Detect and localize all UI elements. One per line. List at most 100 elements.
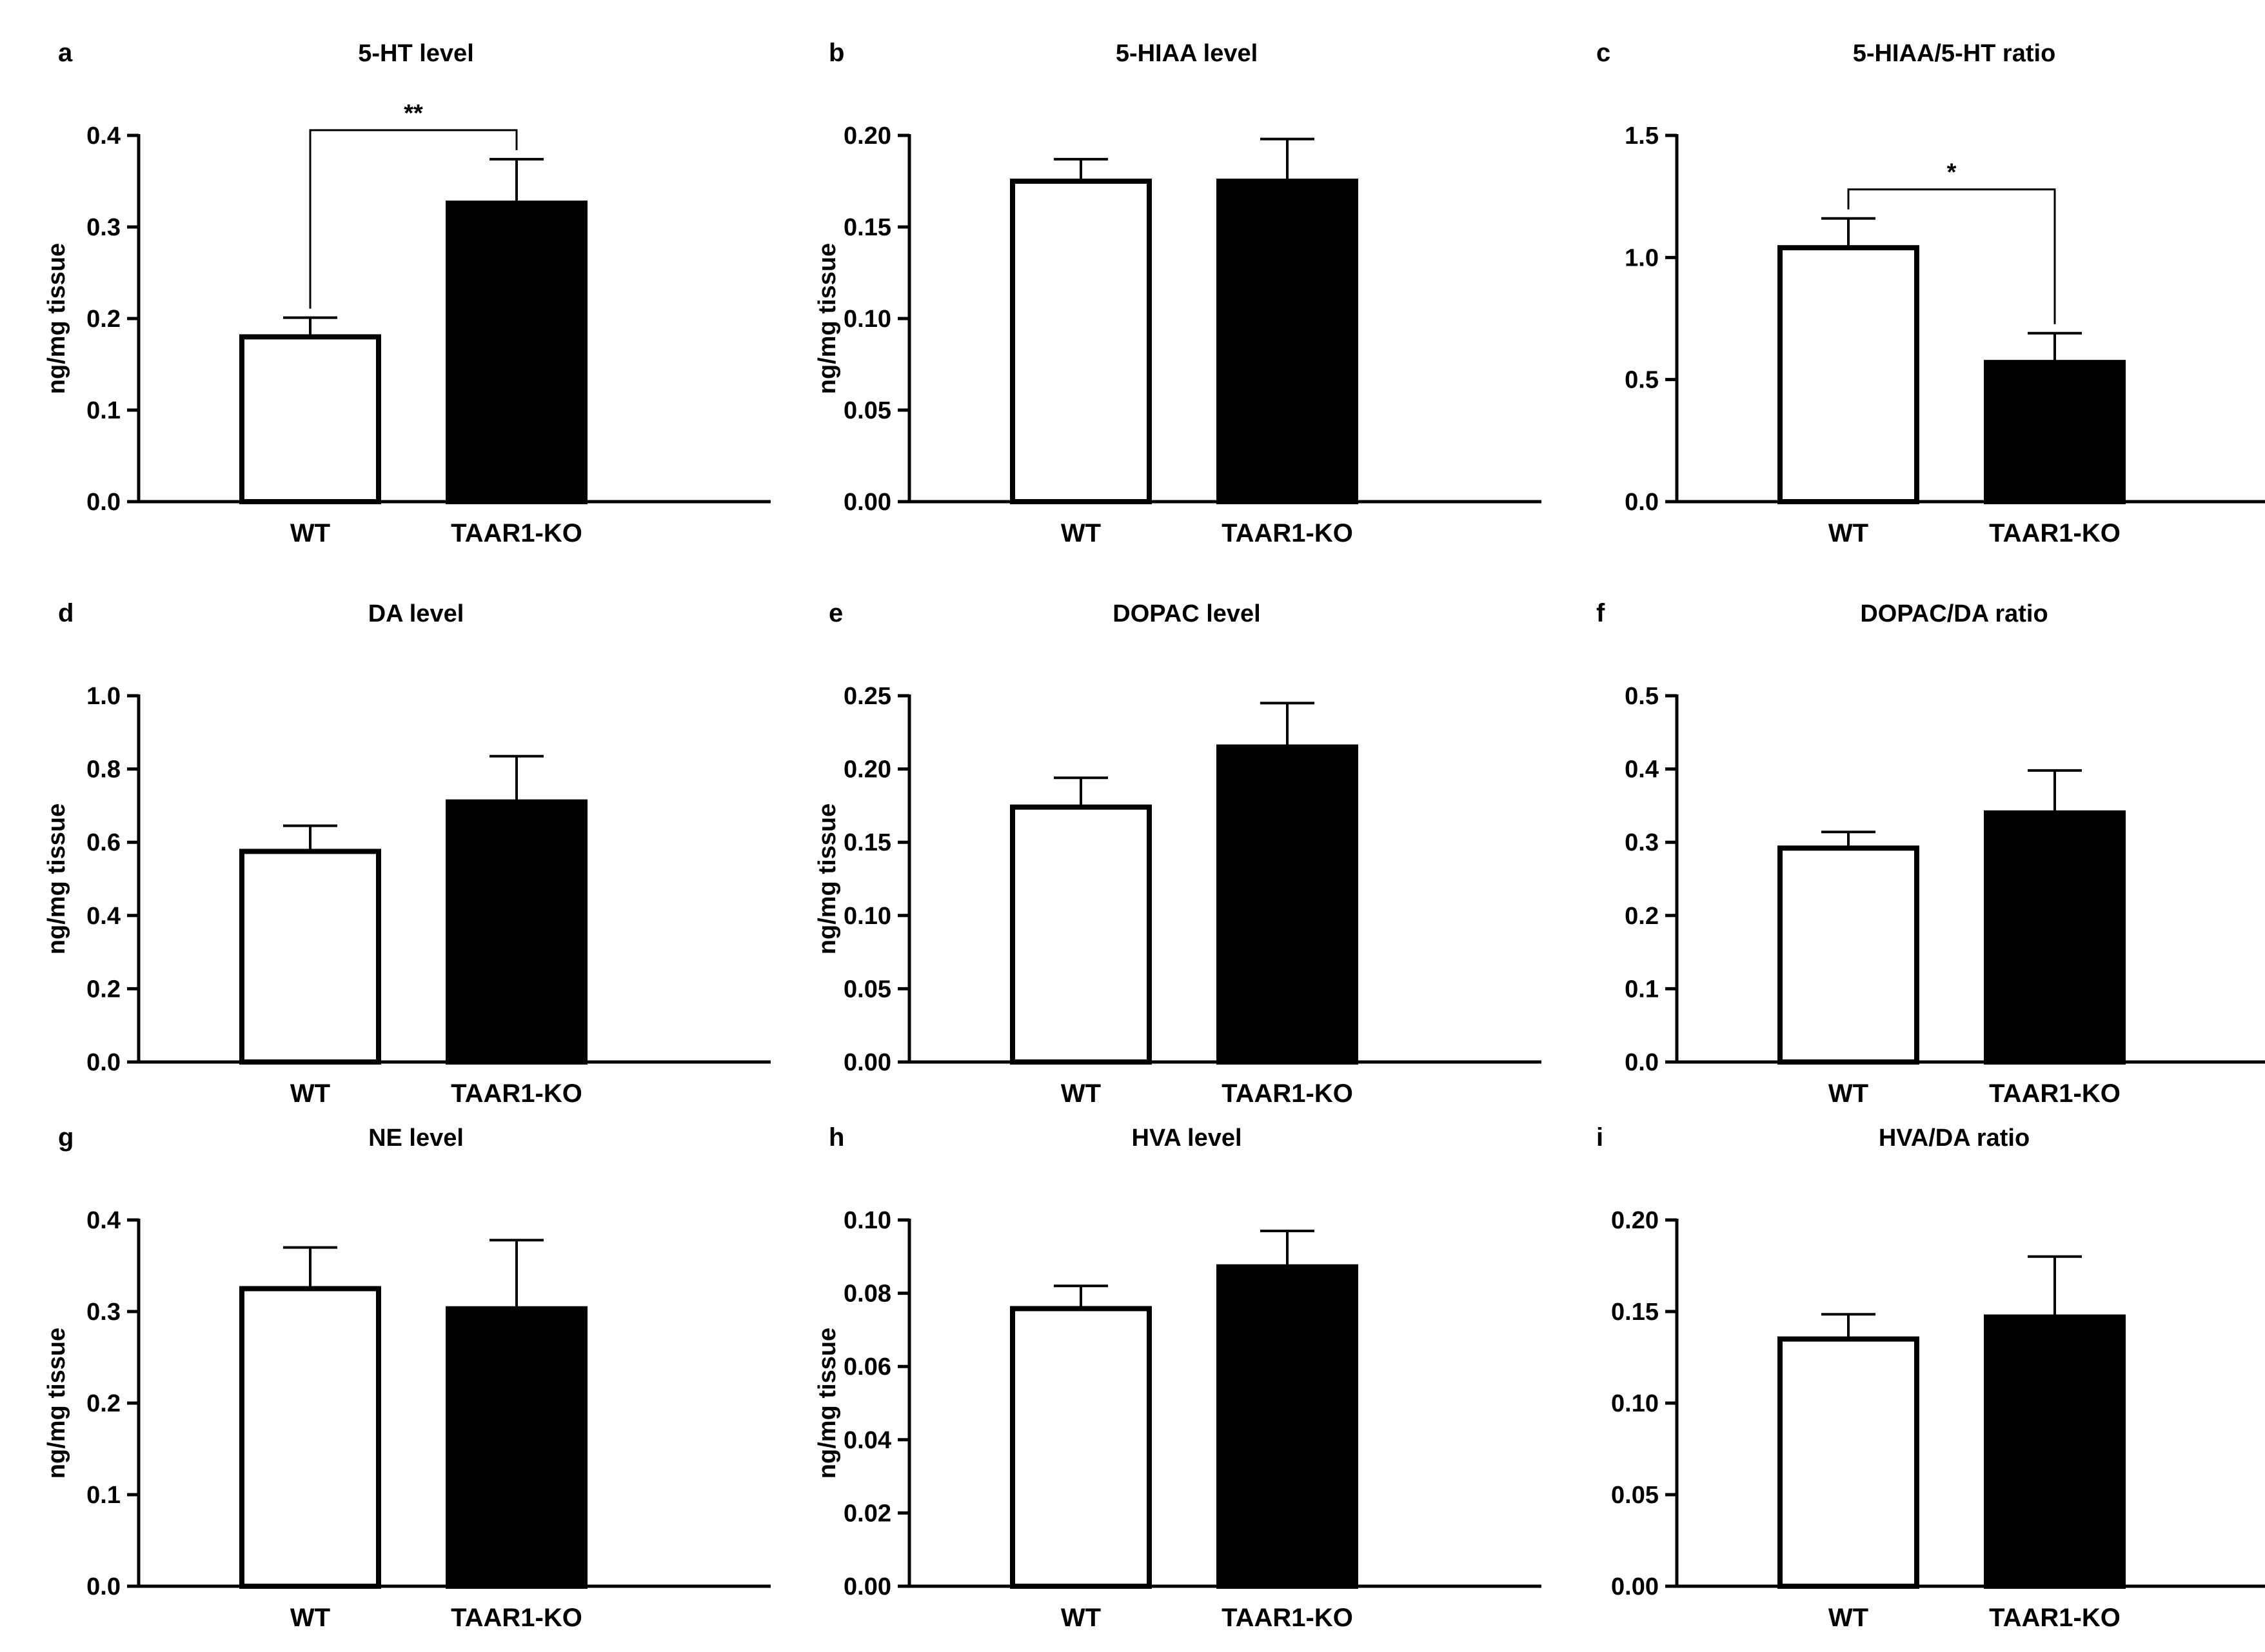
y-tick-label: 0.5 xyxy=(1625,367,1659,394)
y-tick-label: 0.4 xyxy=(1625,756,1659,783)
panel-i: i HVA/DA ratio 0.00 0.05 0.10 0.15 0.20 WT TAAR1… xyxy=(1596,1123,2265,1632)
x-category-label: TAAR1-KO xyxy=(451,519,582,547)
y-tick-label: 0.10 xyxy=(844,1207,891,1234)
x-category-label: WT xyxy=(290,1079,330,1108)
chart-title: DOPAC/DA ratio xyxy=(1860,600,2048,627)
y-tick-label: 0.0 xyxy=(86,1049,121,1076)
y-tick-label: 0.15 xyxy=(844,214,891,241)
bar-wt xyxy=(1010,179,1152,504)
y-tick-label: 0.3 xyxy=(86,1299,121,1326)
panel-letter: a xyxy=(58,39,73,67)
y-tick-label: 0.2 xyxy=(86,976,121,1003)
y-tick-label: 0.20 xyxy=(844,123,891,150)
panel-letter: d xyxy=(58,599,74,627)
panel-letter: g xyxy=(58,1123,74,1152)
bar-wt xyxy=(1010,804,1152,1065)
x-category-label: TAAR1-KO xyxy=(1222,1604,1353,1632)
x-category-label: TAAR1-KO xyxy=(1989,519,2121,547)
y-axis-label: ng/mg tissue xyxy=(814,243,841,394)
y-tick-label: 0.8 xyxy=(86,756,121,783)
panel-letter: h xyxy=(829,1123,844,1152)
y-tick-label: 0.4 xyxy=(86,123,121,150)
panel-letter: b xyxy=(829,39,844,67)
bar-wt xyxy=(1010,1306,1152,1589)
y-tick-label: 0.05 xyxy=(844,397,891,424)
panel-letter: c xyxy=(1596,39,1610,67)
y-axis-label: ng/mg tissue xyxy=(814,803,841,954)
x-category-label: WT xyxy=(1061,1079,1101,1108)
panel-d: d DA level ng/mg tissue 0.0 0.2 0.4 0.6 0.8 1.0 W… xyxy=(43,599,771,1108)
y-tick-label: 0.2 xyxy=(1625,903,1659,930)
chart-title: 5-HIAA level xyxy=(1116,40,1258,67)
y-tick-label: 0.06 xyxy=(844,1353,891,1381)
y-tick-label: 0.00 xyxy=(844,1049,891,1076)
bar-taar1-ko xyxy=(1984,360,2126,504)
y-tick-label: 0.20 xyxy=(1611,1207,1659,1234)
x-category-label: WT xyxy=(1061,519,1101,547)
bar-wt xyxy=(1777,845,1919,1065)
y-tick-label: 0.15 xyxy=(844,829,891,856)
y-tick-label: 0.04 xyxy=(844,1427,891,1454)
panel-letter: i xyxy=(1596,1123,1603,1152)
y-axis-label: ng/mg tissue xyxy=(43,243,70,394)
y-tick-label: 0.6 xyxy=(86,829,121,856)
panel-h: h HVA level ng/mg tissue 0.00 0.02 0.04 0.06 0.… xyxy=(814,1123,1541,1632)
y-tick-label: 0.2 xyxy=(86,1390,121,1417)
chart-title: DOPAC level xyxy=(1113,600,1260,627)
x-category-label: WT xyxy=(1828,1079,1868,1108)
y-tick-label: 0.4 xyxy=(86,903,121,930)
x-category-label: TAAR1-KO xyxy=(451,1604,582,1632)
y-tick-label: 0.0 xyxy=(86,489,121,516)
bar-taar1-ko xyxy=(446,1306,588,1589)
panel-a: a 5-HT level ng/mg tissue 0.0 0.1 0.2 0.3 0.4 WT… xyxy=(43,39,771,547)
significance-marker: ** xyxy=(404,100,423,127)
bar-taar1-ko xyxy=(1216,179,1358,504)
y-tick-label: 0.3 xyxy=(86,214,121,241)
y-axis-label: ng/mg tissue xyxy=(43,803,70,954)
bar-taar1-ko xyxy=(1216,1264,1358,1589)
chart-title: NE level xyxy=(368,1125,464,1152)
bar-wt xyxy=(1777,1336,1919,1589)
panel-f: f DOPAC/DA ratio 0.0 0.1 0.2 0.3 0.4 0.5 WT TAAR1… xyxy=(1596,599,2265,1108)
panel-b: b 5-HIAA level ng/mg tissue 0.00 0.05 0.10 0.1… xyxy=(814,39,1541,547)
chart-title: 5-HT level xyxy=(358,40,474,67)
y-tick-label: 0.00 xyxy=(1611,1573,1659,1600)
significance-bracket xyxy=(309,129,518,309)
panel-e: e DOPAC level ng/mg tissue 0.00 0.05 0.10 0.15… xyxy=(814,599,1541,1108)
x-category-label: WT xyxy=(290,519,330,547)
chart-title: DA level xyxy=(368,600,464,627)
y-tick-label: 0.10 xyxy=(1611,1390,1659,1417)
y-tick-label: 0.02 xyxy=(844,1500,891,1527)
y-tick-label: 0.00 xyxy=(844,489,891,516)
panel-letter: f xyxy=(1596,599,1605,627)
significance-marker: * xyxy=(1947,159,1957,186)
y-tick-label: 0.15 xyxy=(1611,1299,1659,1326)
bar-taar1-ko xyxy=(1984,1314,2126,1589)
x-category-label: TAAR1-KO xyxy=(1222,519,1353,547)
y-tick-label: 0.05 xyxy=(844,976,891,1003)
bar-taar1-ko xyxy=(1216,744,1358,1065)
bar-taar1-ko xyxy=(446,799,588,1065)
chart-title: HVA/DA ratio xyxy=(1879,1125,2030,1152)
y-tick-label: 0.10 xyxy=(844,903,891,930)
x-category-label: TAAR1-KO xyxy=(451,1079,582,1108)
bar-wt xyxy=(239,1286,381,1589)
significance-bracket xyxy=(1847,188,2056,324)
y-tick-label: 0.1 xyxy=(86,397,121,424)
y-tick-label: 0.0 xyxy=(1625,489,1659,516)
bar-taar1-ko xyxy=(1984,810,2126,1065)
panel-letter: e xyxy=(829,599,843,627)
y-tick-label: 0.00 xyxy=(844,1573,891,1600)
y-tick-label: 0.0 xyxy=(1625,1049,1659,1076)
x-category-label: TAAR1-KO xyxy=(1222,1079,1353,1108)
y-tick-label: 1.0 xyxy=(86,683,121,710)
x-category-label: TAAR1-KO xyxy=(1989,1604,2121,1632)
x-category-label: WT xyxy=(1828,519,1868,547)
y-tick-label: 0.4 xyxy=(86,1207,121,1234)
y-tick-label: 0.5 xyxy=(1625,683,1659,710)
y-tick-label: 0.25 xyxy=(844,683,891,710)
chart-title: HVA level xyxy=(1131,1125,1241,1152)
x-category-label: TAAR1-KO xyxy=(1989,1079,2121,1108)
x-category-label: WT xyxy=(1828,1604,1868,1632)
